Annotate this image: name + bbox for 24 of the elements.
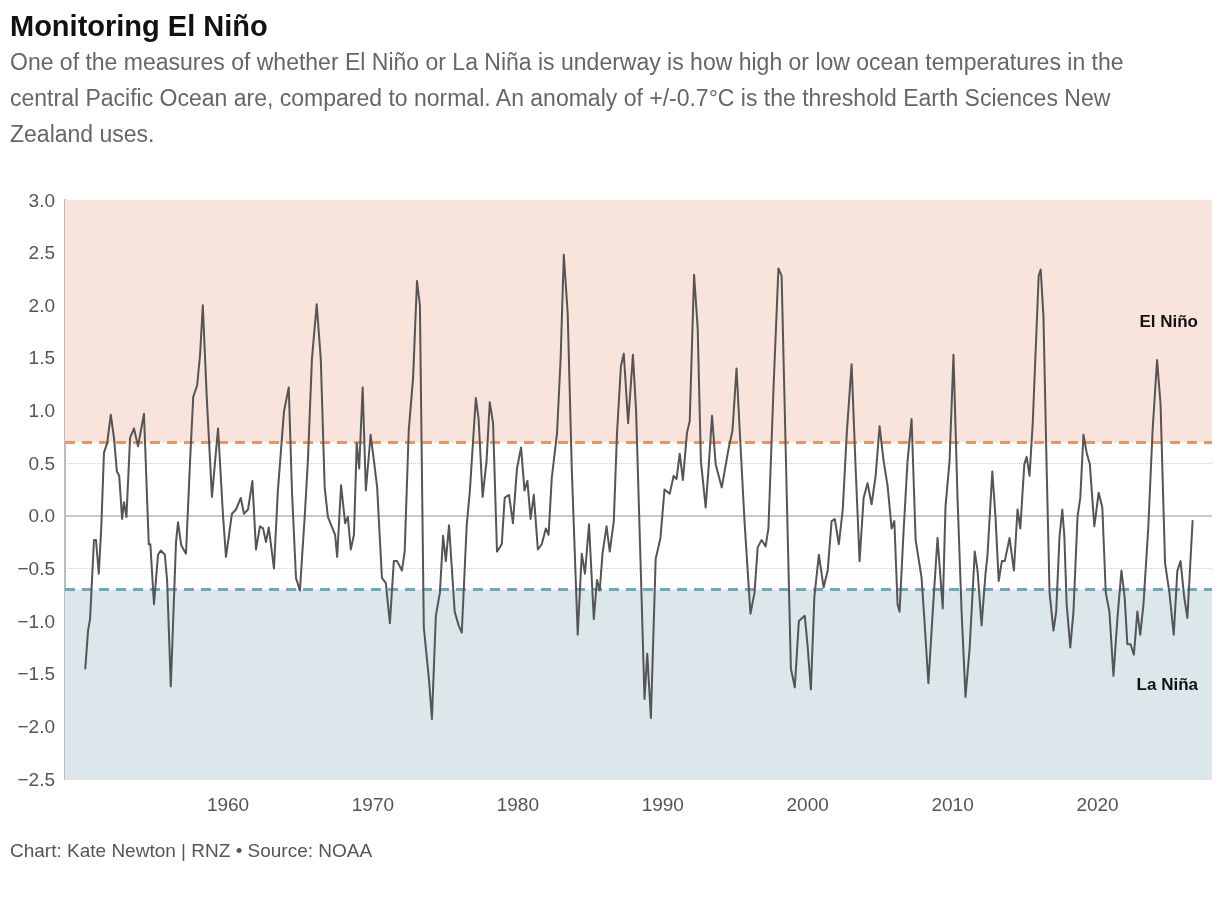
y-tick-label: −2.0 <box>17 715 55 737</box>
y-tick-label: 3.0 <box>28 189 55 211</box>
band-label: La Niña <box>1136 674 1199 694</box>
band-label: El Niño <box>1139 311 1198 331</box>
x-tick-label: 1970 <box>351 794 395 815</box>
y-tick-label: −1.5 <box>17 663 55 685</box>
y-tick-label: 1.0 <box>28 400 55 422</box>
y-tick-label: −0.5 <box>17 557 55 579</box>
y-tick-label: 0.0 <box>28 505 55 527</box>
y-tick-label: −1.0 <box>17 610 55 632</box>
x-tick-label: 1980 <box>496 794 539 815</box>
y-tick-label: 0.5 <box>28 452 55 474</box>
y-tick-label: −2.5 <box>17 768 55 790</box>
x-tick-label: 1990 <box>641 794 684 815</box>
y-tick-label: 2.5 <box>28 242 55 264</box>
x-tick-label: 1960 <box>206 794 250 815</box>
y-tick-label: 1.5 <box>28 347 55 369</box>
chart-subtitle: One of the measures of whether El Niño or La Niña is underway is how high or low ocean temperatures in the central Pacific Ocean are, compared to normal. An anomaly of +/-0.7°C is the threshold Earth Sciences New Zealand uses. <box>10 48 1125 149</box>
chart-title: Monitoring El Niño <box>10 9 269 44</box>
y-tick-label: 2.0 <box>28 294 55 316</box>
x-tick-label: 2020 <box>1076 794 1119 815</box>
text: Chart: Kate Newton | RNZ • Source: NOAA <box>10 840 374 862</box>
x-tick-label: 2010 <box>931 794 974 815</box>
x-tick-label: 2000 <box>786 794 829 815</box>
